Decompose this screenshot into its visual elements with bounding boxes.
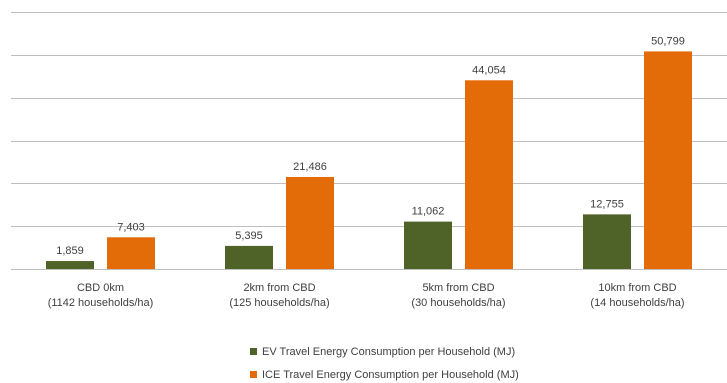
x-tick-label: CBD 0km [77, 282, 124, 294]
x-tick-label: 2km from CBD [243, 282, 315, 294]
x-tick-label: (1142 households/ha) [48, 297, 154, 309]
bar-ev [583, 214, 631, 269]
bar-ev [225, 245, 273, 269]
bar-ev [46, 261, 94, 269]
x-tick-label: (14 households/ha) [590, 297, 684, 309]
bar-ice [286, 176, 334, 269]
data-label: 12,755 [590, 198, 624, 210]
bar-ev [404, 221, 452, 269]
legend-label-ice: ICE Travel Energy Consumption per Househ… [262, 369, 519, 381]
bar-ice [644, 51, 692, 269]
data-label: 7,403 [117, 221, 145, 233]
data-label: 5,395 [235, 230, 263, 242]
data-label: 21,486 [293, 161, 327, 173]
legend-item-ev: EV Travel Energy Consumption per Househo… [250, 346, 515, 358]
legend-label-ev: EV Travel Energy Consumption per Househo… [262, 346, 516, 358]
bar-ice [107, 237, 155, 269]
x-tick-label: 5km from CBD [422, 282, 494, 294]
legend-swatch-ev [250, 347, 257, 355]
bar-ice [465, 80, 513, 269]
legend-item-ice: ICE Travel Energy Consumption per Househ… [250, 369, 519, 381]
x-tick-label: (30 households/ha) [411, 297, 505, 309]
x-tick-label: 10km from CBD [598, 282, 676, 294]
legend-swatch-ice [250, 370, 257, 378]
data-label: 44,054 [472, 64, 506, 76]
data-label: 11,062 [412, 206, 445, 218]
data-label: 1,859 [56, 245, 84, 257]
data-label: 50,799 [651, 35, 685, 47]
x-tick-label: (125 households/ha) [229, 297, 329, 309]
